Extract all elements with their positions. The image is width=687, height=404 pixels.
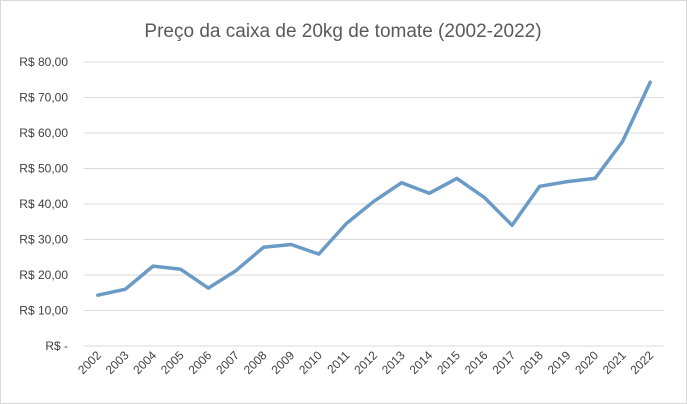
x-tick-label: 2020 <box>572 348 601 377</box>
y-tick-label: R$ 80,00 <box>19 55 68 69</box>
x-tick-label: 2017 <box>489 348 518 377</box>
x-tick-label: 2015 <box>434 348 463 377</box>
x-tick-label: 2013 <box>379 348 408 377</box>
x-tick-label: 2004 <box>130 348 159 377</box>
series-line-0 <box>96 80 652 297</box>
x-tick-label: 2006 <box>186 348 215 377</box>
x-tick-label: 2011 <box>324 348 352 376</box>
x-tick-label: 2002 <box>75 348 104 377</box>
x-tick-label: 2005 <box>158 348 187 377</box>
x-tick-label: 2012 <box>351 348 380 377</box>
x-tick-label: 2007 <box>213 348 242 377</box>
y-tick-label: R$ 10,00 <box>19 304 68 318</box>
x-tick-label: 2019 <box>545 348 574 377</box>
x-tick-label: 2003 <box>103 348 132 377</box>
x-tick-label: 2008 <box>241 348 270 377</box>
x-tick-label: 2010 <box>296 348 325 377</box>
series-layer <box>96 80 652 297</box>
y-tick-label: R$ - <box>45 339 68 353</box>
x-tick-label: 2021 <box>600 348 629 377</box>
y-tick-label: R$ 50,00 <box>19 162 68 176</box>
y-tick-label: R$ 40,00 <box>19 197 68 211</box>
y-tick-label: R$ 30,00 <box>19 233 68 247</box>
y-axis-tick-labels: R$ - R$ 10,00 R$ 20,00 R$ 30,00 R$ 40,00 R$ 5… <box>19 55 68 353</box>
x-tick-label: 2009 <box>268 348 297 377</box>
chart-title: Preço da caixa de 20kg de tomate (2002-2… <box>144 21 541 42</box>
y-tick-label: R$ 20,00 <box>19 268 68 282</box>
y-tick-label: R$ 60,00 <box>19 126 68 140</box>
x-tick-label: 2022 <box>628 348 657 377</box>
x-tick-label: 2014 <box>407 348 436 377</box>
y-tick-label: R$ 70,00 <box>19 91 68 105</box>
gridlines <box>84 61 664 347</box>
x-tick-label: 2018 <box>517 348 546 377</box>
x-tick-label: 2016 <box>462 348 491 377</box>
